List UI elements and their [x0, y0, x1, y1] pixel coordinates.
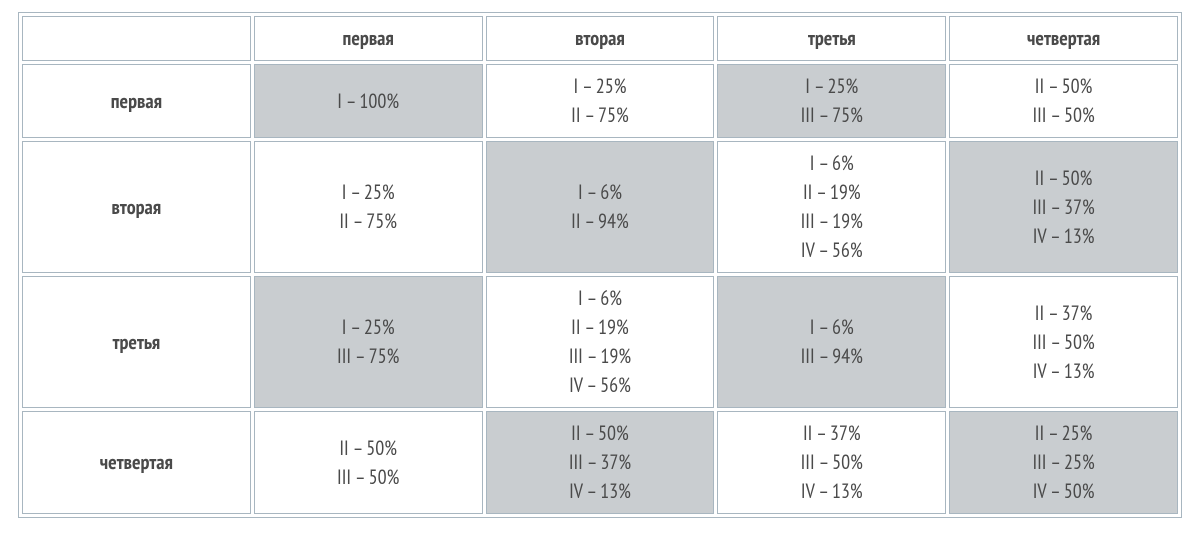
cell-4-3: II – 37%III – 50%IV – 13% — [717, 411, 946, 514]
col-head-3: третья — [717, 16, 946, 61]
cell-line: I – 25% — [342, 179, 395, 206]
cell-4-1: II – 50%III – 50% — [254, 411, 483, 514]
cell-line: I – 6% — [578, 179, 622, 206]
cell-line: II – 25% — [1035, 420, 1093, 447]
cell-content: I – 25%II – 75% — [261, 179, 476, 235]
cell-line: IV – 13% — [1033, 223, 1095, 250]
cell-line: IV – 56% — [569, 372, 631, 399]
cell-content: II – 25%III – 25%IV – 50% — [956, 420, 1171, 505]
cell-line: IV – 13% — [1033, 358, 1095, 385]
cell-line: II – 50% — [571, 420, 629, 447]
cell-2-2: I – 6%II – 94% — [486, 141, 715, 273]
table-row: перваяI – 100%I – 25%II – 75%I – 25%III … — [22, 64, 1178, 138]
table-row: третьяI – 25%III – 75%I – 6%II – 19%III … — [22, 276, 1178, 408]
cell-line: II – 75% — [571, 102, 629, 129]
cell-line: I – 25% — [574, 73, 627, 100]
cell-1-4: II – 50%III – 50% — [949, 64, 1178, 138]
probability-table: первая вторая третья четвертая перваяI –… — [18, 12, 1182, 518]
cell-content: I – 25%III – 75% — [261, 314, 476, 370]
cell-line: I – 6% — [810, 150, 854, 177]
cell-line: IV – 56% — [801, 237, 863, 264]
cell-3-1: I – 25%III – 75% — [254, 276, 483, 408]
cell-content: I – 6%II – 19%III – 19%IV – 56% — [493, 285, 708, 399]
row-head-4: четвертая — [22, 411, 251, 514]
cell-line: III – 37% — [1032, 194, 1094, 221]
cell-3-4: II – 37%III – 50%IV – 13% — [949, 276, 1178, 408]
cell-content: II – 37%III – 50%IV – 13% — [956, 300, 1171, 385]
cell-line: III – 50% — [1032, 329, 1094, 356]
col-head-4: четвертая — [949, 16, 1178, 61]
cell-line: II – 50% — [339, 435, 397, 462]
cell-line: II – 37% — [1035, 300, 1093, 327]
cell-line: III – 94% — [801, 343, 863, 370]
col-head-2: вторая — [486, 16, 715, 61]
cell-content: I – 6%III – 94% — [724, 314, 939, 370]
cell-content: II – 37%III – 50%IV – 13% — [724, 420, 939, 505]
cell-content: I – 25%III – 75% — [724, 73, 939, 129]
cell-1-3: I – 25%III – 75% — [717, 64, 946, 138]
cell-line: IV – 13% — [569, 478, 631, 505]
cell-line: II – 50% — [1035, 165, 1093, 192]
cell-line: III – 25% — [1032, 449, 1094, 476]
cell-line: III – 50% — [1032, 102, 1094, 129]
cell-line: I – 6% — [578, 285, 622, 312]
cell-4-4: II – 25%III – 25%IV – 50% — [949, 411, 1178, 514]
cell-content: I – 25%II – 75% — [493, 73, 708, 129]
cell-line: III – 37% — [569, 449, 631, 476]
cell-2-4: II – 50%III – 37%IV – 13% — [949, 141, 1178, 273]
cell-content: II – 50%III – 37%IV – 13% — [956, 165, 1171, 250]
cell-line: III – 19% — [569, 343, 631, 370]
cell-line: I – 100% — [337, 88, 399, 115]
row-head-3: третья — [22, 276, 251, 408]
cell-line: II – 94% — [571, 208, 629, 235]
cell-content: I – 6%II – 94% — [493, 179, 708, 235]
cell-line: IV – 50% — [1033, 478, 1095, 505]
cell-line: II – 50% — [1035, 73, 1093, 100]
corner-cell — [22, 16, 251, 61]
cell-line: III – 75% — [337, 343, 399, 370]
cell-line: I – 25% — [805, 73, 858, 100]
table-body: перваяI – 100%I – 25%II – 75%I – 25%III … — [22, 64, 1178, 514]
table-row: четвертаяII – 50%III – 50%II – 50%III – … — [22, 411, 1178, 514]
row-head-2: вторая — [22, 141, 251, 273]
cell-line: III – 75% — [801, 102, 863, 129]
cell-line: III – 19% — [801, 208, 863, 235]
cell-2-3: I – 6%II – 19%III – 19%IV – 56% — [717, 141, 946, 273]
cell-content: I – 6%II – 19%III – 19%IV – 56% — [724, 150, 939, 264]
cell-2-1: I – 25%II – 75% — [254, 141, 483, 273]
cell-content: II – 50%III – 37%IV – 13% — [493, 420, 708, 505]
row-head-1: первая — [22, 64, 251, 138]
table-row: втораяI – 25%II – 75%I – 6%II – 94%I – 6… — [22, 141, 1178, 273]
cell-line: I – 6% — [810, 314, 854, 341]
cell-content: II – 50%III – 50% — [956, 73, 1171, 129]
cell-line: II – 19% — [571, 314, 629, 341]
cell-3-2: I – 6%II – 19%III – 19%IV – 56% — [486, 276, 715, 408]
cell-1-1: I – 100% — [254, 64, 483, 138]
cell-line: II – 37% — [803, 420, 861, 447]
col-head-1: первая — [254, 16, 483, 61]
cell-line: III – 50% — [801, 449, 863, 476]
cell-line: III – 50% — [337, 464, 399, 491]
cell-4-2: II – 50%III – 37%IV – 13% — [486, 411, 715, 514]
cell-line: II – 75% — [339, 208, 397, 235]
header-row: первая вторая третья четвертая — [22, 16, 1178, 61]
cell-1-2: I – 25%II – 75% — [486, 64, 715, 138]
cell-3-3: I – 6%III – 94% — [717, 276, 946, 408]
cell-content: I – 100% — [261, 88, 476, 115]
cell-line: II – 19% — [803, 179, 861, 206]
cell-line: IV – 13% — [801, 478, 863, 505]
cell-content: II – 50%III – 50% — [261, 435, 476, 491]
cell-line: I – 25% — [342, 314, 395, 341]
